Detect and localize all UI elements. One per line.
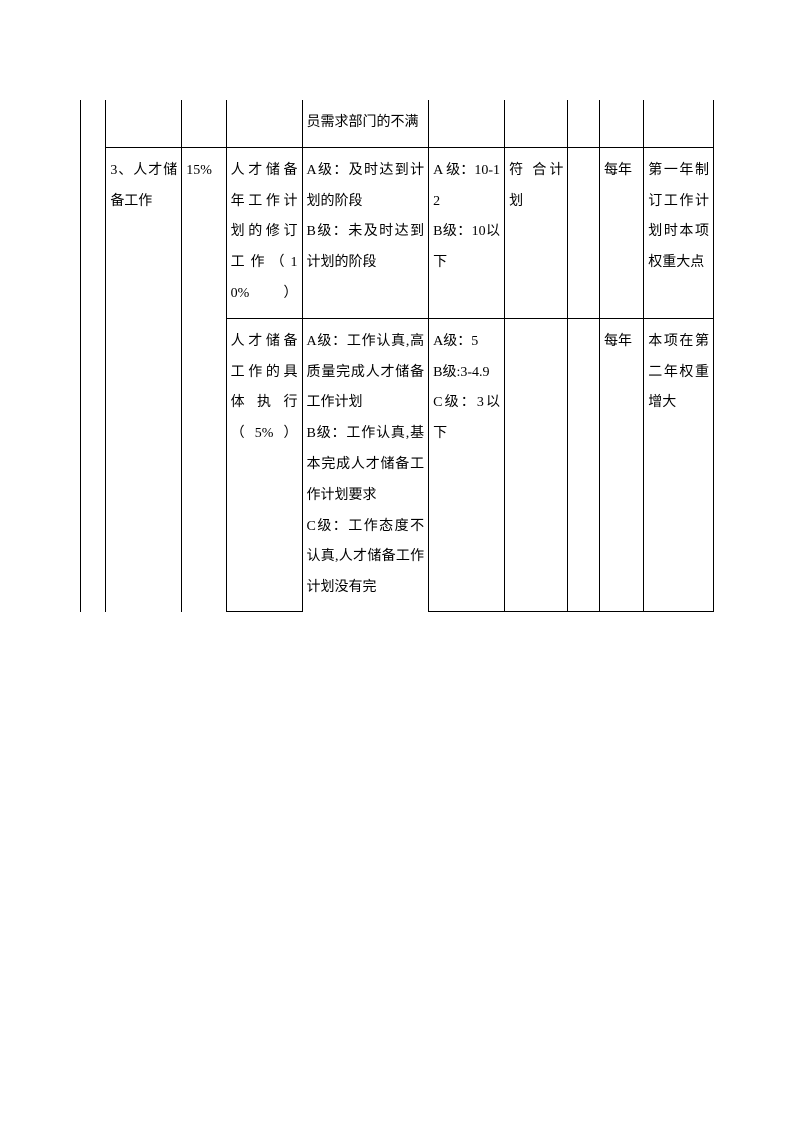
- cell: [182, 318, 226, 612]
- cell: 员需求部门的不满: [302, 100, 429, 147]
- cell: 15%: [182, 147, 226, 318]
- cell: [505, 100, 568, 147]
- cell: 每年: [600, 318, 644, 612]
- cell: [81, 147, 106, 318]
- cell: 3、人才储备工作: [106, 147, 182, 318]
- cell: [106, 318, 182, 612]
- cell: 人才储备工作的具体执行（5%）: [226, 318, 302, 612]
- evaluation-table: 员需求部门的不满 3、人才储备工作 15% 人才储备年工作计划的修订工作（10%…: [80, 100, 714, 612]
- table-row: 人才储备工作的具体执行（5%） A级：工作认真,高质量完成人才储备工作计划B级：…: [81, 318, 714, 612]
- cell: [106, 100, 182, 147]
- cell: 第一年制订工作计划时本项权重大点: [644, 147, 714, 318]
- cell: A级：工作认真,高质量完成人才储备工作计划B级：工作认真,基本完成人才储备工作计…: [302, 318, 429, 612]
- cell: [505, 318, 568, 612]
- cell: 本项在第二年权重增大: [644, 318, 714, 612]
- cell: [600, 100, 644, 147]
- cell: [644, 100, 714, 147]
- cell: [568, 318, 600, 612]
- cell: 人才储备年工作计划的修订工作（10%）: [226, 147, 302, 318]
- cell: [182, 100, 226, 147]
- cell: [81, 318, 106, 612]
- cell: A级：5B级:3-4.9C级：3以下: [429, 318, 505, 612]
- cell: [226, 100, 302, 147]
- cell: A级：及时达到计划的阶段B级：未及时达到计划的阶段: [302, 147, 429, 318]
- cell: [568, 100, 600, 147]
- table-row: 3、人才储备工作 15% 人才储备年工作计划的修订工作（10%） A级：及时达到…: [81, 147, 714, 318]
- table-row: 员需求部门的不满: [81, 100, 714, 147]
- cell: A 级：10-12B级：10以下: [429, 147, 505, 318]
- cell: 每年: [600, 147, 644, 318]
- cell: [81, 100, 106, 147]
- cell: [429, 100, 505, 147]
- cell: 符 合计划: [505, 147, 568, 318]
- cell: [568, 147, 600, 318]
